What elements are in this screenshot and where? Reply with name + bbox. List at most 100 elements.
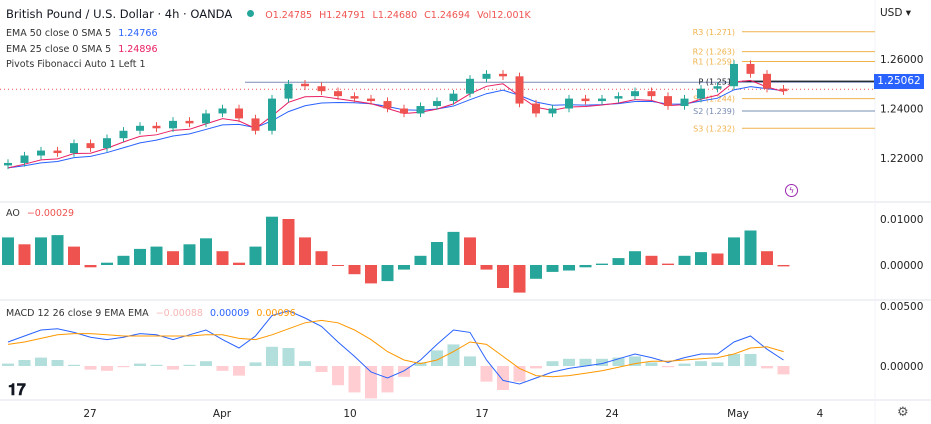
candle-body xyxy=(664,96,672,107)
candle-body xyxy=(70,143,78,154)
candle-body xyxy=(251,118,260,131)
candle-body xyxy=(614,96,623,99)
macd-histogram-bar xyxy=(282,348,295,366)
pivots-legend[interactable]: Pivots Fibonacci Auto 1 Left 1 xyxy=(6,59,150,70)
ao-bar xyxy=(332,265,344,266)
gear-icon[interactable]: ⚙ xyxy=(897,405,909,420)
macd-label: MACD 12 26 close 9 EMA EMA xyxy=(6,308,149,319)
ao-bar xyxy=(728,237,740,265)
macd-histogram-bar xyxy=(315,366,328,372)
time-tick-label: 27 xyxy=(83,408,96,420)
macd-histogram-bar xyxy=(728,354,740,366)
ao-bar xyxy=(134,248,146,265)
ao-bar xyxy=(35,237,47,265)
symbol-title[interactable]: British Pound / U.S. Dollar · 4h · OANDA xyxy=(6,7,233,21)
macd-histogram-bar xyxy=(134,363,146,366)
candle-body xyxy=(730,63,738,87)
ema50-value: 1.24766 xyxy=(118,28,158,39)
ao-bar xyxy=(579,265,592,268)
ao-label: AO xyxy=(6,208,20,219)
candle-body xyxy=(746,63,755,74)
candle-body xyxy=(779,88,788,92)
candle-body xyxy=(680,98,689,107)
open-value: O1.24785 xyxy=(265,10,313,21)
macd-legend[interactable]: MACD 12 26 close 9 EMA EMA −0.00088 0.00… xyxy=(6,308,300,319)
ao-bar xyxy=(546,265,559,272)
currency-selector[interactable]: USD ▾ xyxy=(880,7,911,19)
candle-body xyxy=(449,93,458,102)
macd-histogram-bar xyxy=(249,362,262,366)
macd-histogram-bar xyxy=(563,358,575,366)
macd-histogram-bar xyxy=(2,363,14,366)
macd-histogram-bar xyxy=(233,366,245,376)
candle-body xyxy=(598,98,606,102)
macd-histogram-bar xyxy=(51,360,64,366)
low-value: L1.24680 xyxy=(372,10,418,21)
macd-histogram-bar xyxy=(447,344,460,366)
ao-bar xyxy=(233,262,245,265)
lightning-icon[interactable]: ϟ xyxy=(785,184,798,197)
ao-bar xyxy=(612,258,625,265)
ao-bar xyxy=(398,265,410,270)
ao-bar xyxy=(645,255,658,265)
candle-body xyxy=(202,113,210,124)
time-tick-label: 4 xyxy=(817,408,824,420)
ao-bar xyxy=(711,253,724,265)
ema25-legend[interactable]: EMA 25 close 0 SMA 5 1.24896 xyxy=(6,44,162,55)
ao-bar xyxy=(365,265,377,284)
ao-bar xyxy=(678,255,691,265)
chevron-down-icon: ▾ xyxy=(905,7,912,19)
candle-body xyxy=(499,73,507,77)
ao-bar xyxy=(464,237,476,265)
macd-histogram-bar xyxy=(744,354,757,366)
macd-histogram-bar xyxy=(216,366,229,371)
pivot-label: R1 (1.259) xyxy=(693,57,735,66)
ao-value: −0.00029 xyxy=(26,208,75,219)
ao-bar xyxy=(150,246,163,265)
candle-body xyxy=(697,88,705,99)
pivot-label: S3 (1.232) xyxy=(693,124,735,133)
pivot-label: R2 (1.263) xyxy=(693,48,735,57)
macd-histogram-bar xyxy=(101,366,113,371)
candle-body xyxy=(37,150,45,156)
candle-body xyxy=(284,83,293,99)
ao-bar xyxy=(282,219,295,265)
ao-legend[interactable]: AO −0.00029 xyxy=(6,208,78,219)
macd-histogram-bar xyxy=(398,366,410,377)
ao-bar xyxy=(183,244,196,265)
ao-bar xyxy=(216,251,229,265)
price-tick-label: 1.22000 xyxy=(880,153,923,165)
macd-hist-value: −0.00088 xyxy=(155,308,203,319)
ao-bar xyxy=(695,252,707,265)
macd-line xyxy=(7,310,784,385)
macd-histogram-bar xyxy=(117,366,130,368)
ao-bar xyxy=(777,265,790,267)
macd-histogram-bar xyxy=(695,361,707,366)
candle-body xyxy=(334,91,342,97)
ao-bar xyxy=(68,246,80,265)
candle-body xyxy=(103,138,111,149)
ao-bar xyxy=(596,263,608,265)
macd-histogram-bar xyxy=(348,366,361,393)
candle-body xyxy=(169,120,177,129)
macd-histogram-bar xyxy=(612,357,625,366)
price-tick-label: 1.26000 xyxy=(880,54,923,66)
macd-histogram-bar xyxy=(777,366,790,375)
candle-body xyxy=(185,120,194,124)
ema50-legend[interactable]: EMA 50 close 0 SMA 5 1.24766 xyxy=(6,28,162,39)
macd-histogram-bar xyxy=(18,360,31,366)
candle-body xyxy=(631,91,639,97)
pivot-label: S2 (1.239) xyxy=(693,107,735,116)
macd-histogram-bar xyxy=(150,364,163,366)
candle-body xyxy=(433,101,441,107)
macd-histogram-bar xyxy=(761,366,773,369)
time-tick-label: 24 xyxy=(605,408,619,420)
candle-body xyxy=(565,98,573,109)
candle-body xyxy=(383,101,392,109)
pivot-label: P (1.251) xyxy=(698,77,735,86)
macd-histogram-bar xyxy=(68,364,80,366)
macd-histogram-bar xyxy=(414,362,427,366)
ao-bar xyxy=(414,255,427,265)
